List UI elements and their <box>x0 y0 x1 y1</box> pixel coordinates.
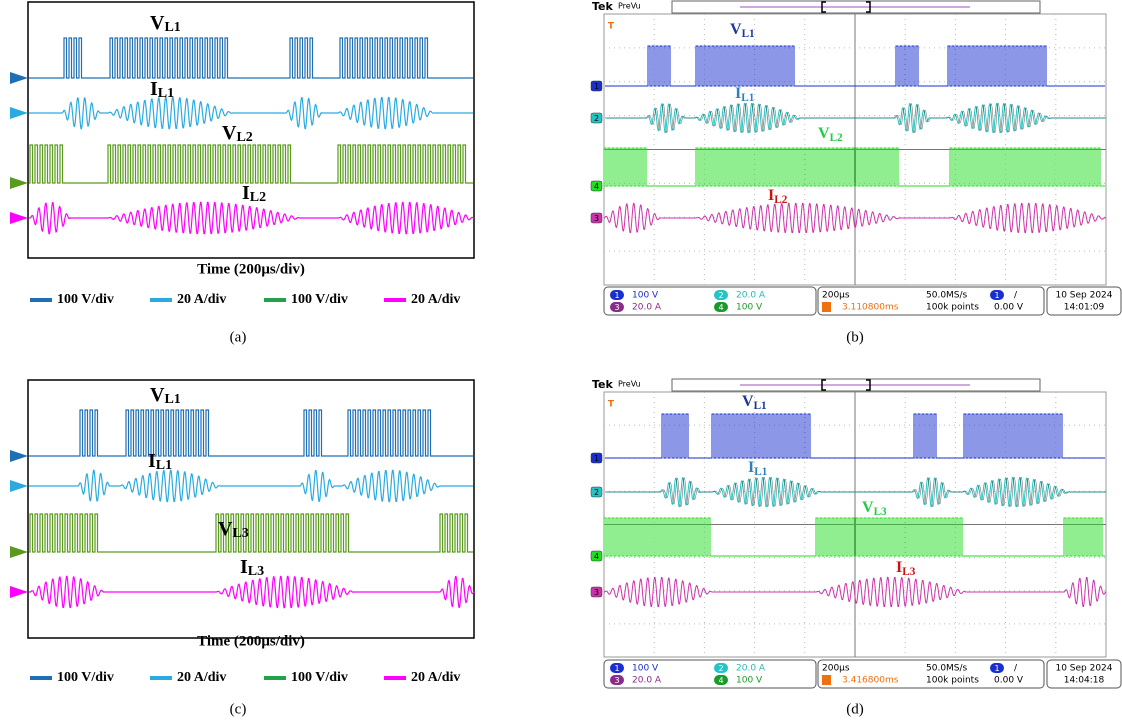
timebase: 200μs <box>822 664 850 674</box>
label-sub: L1 <box>156 458 172 473</box>
date: 10 Sep 2024 <box>1055 664 1112 674</box>
label-sub: L1 <box>754 400 767 412</box>
record-length: 100k points <box>926 303 979 313</box>
channel-scale: 20.0 A <box>632 676 662 686</box>
label-sub: L3 <box>248 564 264 579</box>
time: 14:04:18 <box>1064 676 1105 686</box>
channel-badge-label: 4 <box>594 182 599 191</box>
channel-badge-label: 2 <box>594 488 599 497</box>
trigger-position: 3.110800ms <box>842 303 899 313</box>
label-main: I <box>242 182 250 204</box>
channel-badge-label: 3 <box>594 214 599 223</box>
channel-badge-label: 1 <box>594 82 599 91</box>
label-main: V <box>150 12 165 34</box>
sample-rate: 50.0MS/s <box>926 664 968 674</box>
channel-badge-label: 4 <box>718 676 723 685</box>
trigger-icon <box>822 302 831 312</box>
label-sub: L3 <box>232 526 248 541</box>
channel-arrow <box>10 107 28 119</box>
legend-entry: 100 V/div <box>291 292 348 307</box>
legend-entry: 100 V/div <box>57 292 114 307</box>
channel-scale: 20.0 A <box>736 664 766 674</box>
trigger-source: 1 <box>994 291 999 300</box>
channel-arrow <box>10 177 28 189</box>
legend-entry: 100 V/div <box>291 670 348 685</box>
timebase: 200μs <box>822 291 850 301</box>
channel-arrow <box>10 72 28 84</box>
sample-rate: 50.0MS/s <box>926 291 968 301</box>
label-sub: L1 <box>742 28 755 40</box>
label-sub: L2 <box>774 194 787 206</box>
label-main: I <box>150 78 158 100</box>
channel-badge-label: 1 <box>594 454 599 463</box>
channel-scale: 100 V <box>632 664 659 674</box>
caption: (b) <box>846 329 864 345</box>
mode: PreVu <box>618 380 641 389</box>
label-sub: L3 <box>874 506 887 518</box>
brand: Tek <box>592 378 614 391</box>
trigger-icon <box>822 675 831 685</box>
axis-label: Time (200μs/div) <box>197 261 305 277</box>
legend-entry: 20 A/div <box>177 292 226 307</box>
channel-arrow <box>10 450 28 462</box>
label-sub: L2 <box>250 190 266 205</box>
channel-badge-label: 2 <box>594 114 599 123</box>
time: 14:01:09 <box>1064 303 1105 313</box>
legend-entry: 20 A/div <box>411 292 460 307</box>
channel-arrow <box>10 546 28 558</box>
channel-badge-label: 4 <box>594 552 599 561</box>
channel-scale: 100 V <box>736 676 763 686</box>
brand: Tek <box>592 0 614 13</box>
label-sub: L2 <box>830 132 843 144</box>
label-sub: L2 <box>236 130 252 145</box>
label-main: I <box>148 450 156 472</box>
figure: VL1IL1VL2IL2Time (200μs/div)100 V/div20 … <box>0 0 1122 721</box>
channel-badge-label: 2 <box>718 664 723 673</box>
channel-badge-label: 3 <box>614 303 619 312</box>
label-main: I <box>240 556 248 578</box>
label-main: V <box>730 21 742 38</box>
caption: (d) <box>846 701 864 717</box>
label-main: V <box>862 499 874 516</box>
label-sub: L1 <box>741 92 754 104</box>
channel-badge-label: 4 <box>718 303 723 312</box>
channel-arrow <box>10 586 28 598</box>
trigger-source: 1 <box>994 664 999 673</box>
caption: (a) <box>230 329 247 345</box>
record-length: 100k points <box>926 676 979 686</box>
date: 10 Sep 2024 <box>1055 291 1112 301</box>
label-sub: L3 <box>902 566 915 578</box>
trigger-marker: T <box>608 400 615 410</box>
channel-scale: 20.0 A <box>632 303 662 313</box>
channel-badge-label: 3 <box>614 676 619 685</box>
legend-entry: 100 V/div <box>57 670 114 685</box>
channel-scale: 20.0 A <box>736 291 766 301</box>
channel-badge-label: 1 <box>614 291 619 300</box>
axis-label: Time (200μs/div) <box>197 633 305 649</box>
channel-arrow <box>10 212 28 224</box>
label-sub: L1 <box>164 392 180 407</box>
label-sub: L1 <box>164 20 180 35</box>
label-main: V <box>742 393 754 410</box>
trigger-position: 3.416800ms <box>842 676 899 686</box>
label-main: V <box>218 518 233 540</box>
trigger-marker: T <box>608 22 615 32</box>
channel-badge-label: 1 <box>614 664 619 673</box>
trigger-level: 0.00 V <box>994 676 1024 686</box>
channel-badge-label: 3 <box>594 588 599 597</box>
channel-badge-label: 2 <box>718 291 723 300</box>
trigger-level: 0.00 V <box>994 303 1024 313</box>
label-sub: L1 <box>158 86 174 101</box>
legend-entry: 20 A/div <box>177 670 226 685</box>
channel-scale: 100 V <box>736 303 763 313</box>
mode: PreVu <box>618 2 641 11</box>
channel-scale: 100 V <box>632 291 659 301</box>
label-main: V <box>818 125 830 142</box>
caption: (c) <box>230 701 247 717</box>
legend-entry: 20 A/div <box>411 670 460 685</box>
channel-arrow <box>10 480 28 492</box>
label-main: V <box>222 122 237 144</box>
label-main: V <box>150 384 165 406</box>
label-sub: L1 <box>754 466 767 478</box>
